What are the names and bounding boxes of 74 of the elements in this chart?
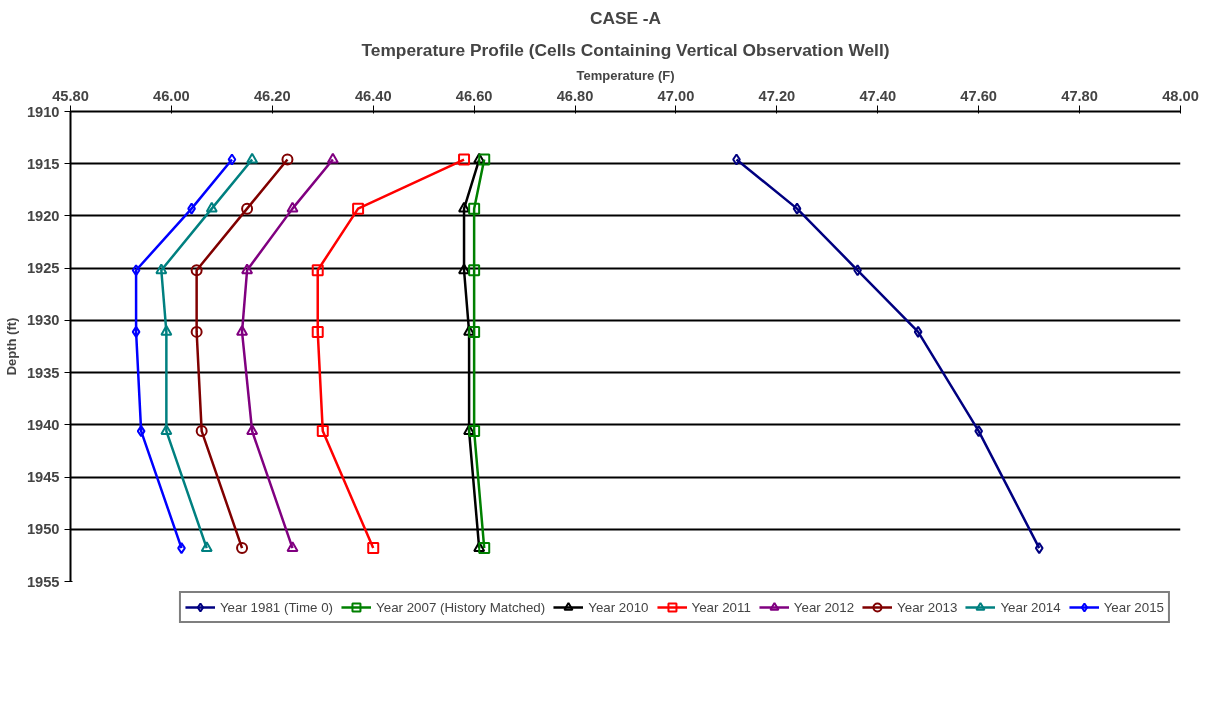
point <box>473 541 486 552</box>
point <box>458 153 471 166</box>
point <box>160 325 173 336</box>
point <box>236 542 249 555</box>
point <box>1034 542 1044 555</box>
point <box>468 202 481 215</box>
y-tick-label: 1935 <box>26 364 60 381</box>
point <box>311 325 324 338</box>
legend-label: Year 1981 (Time 0) <box>219 599 334 615</box>
x-tick-label: 48.00 <box>1162 87 1199 104</box>
point <box>367 542 380 555</box>
point <box>236 325 249 336</box>
x-tick-label: 47.20 <box>758 87 796 104</box>
point <box>478 542 491 555</box>
y-tick-label: 1930 <box>26 312 60 329</box>
point <box>352 202 365 215</box>
point <box>792 202 802 215</box>
y-tick-label: 1925 <box>26 260 60 277</box>
point <box>200 541 213 552</box>
legend-label: Year 2012 <box>793 599 855 615</box>
point <box>195 425 208 438</box>
y-tick-label: 1915 <box>26 155 60 172</box>
point <box>190 325 203 338</box>
point <box>286 541 299 552</box>
x-tick-label: 46.40 <box>354 87 392 104</box>
x-tick-label: 46.00 <box>153 87 190 104</box>
y-tick-label: 1920 <box>26 207 60 224</box>
point <box>281 153 294 166</box>
y-tick-label: 1910 <box>26 103 60 120</box>
point <box>468 325 481 338</box>
legend-label: Year 2007 (History Matched) <box>376 599 546 615</box>
point <box>227 153 237 166</box>
point <box>241 263 254 275</box>
point <box>913 325 923 338</box>
chart-title: CASE -A <box>589 7 662 28</box>
point <box>311 264 324 277</box>
x-tick-label: 47.00 <box>657 87 695 104</box>
point <box>246 424 259 435</box>
point <box>160 424 173 435</box>
legend-label: Year 2011 <box>691 599 751 615</box>
point <box>478 153 491 166</box>
y-tick-label: 1940 <box>26 416 60 433</box>
x-axis-title: Temperature (F) <box>576 67 675 83</box>
x-tick-label: 47.40 <box>859 87 897 104</box>
x-tick-label: 47.80 <box>1061 87 1098 104</box>
point <box>473 152 486 164</box>
point <box>468 264 481 277</box>
x-tick-label: 46.60 <box>455 87 493 104</box>
point <box>286 201 299 213</box>
point <box>974 425 984 438</box>
point <box>205 201 218 213</box>
point <box>241 202 254 215</box>
legend-label: Year 2013 <box>897 599 958 615</box>
y-tick-label: 1955 <box>26 573 60 590</box>
point <box>131 264 141 277</box>
point <box>326 152 339 164</box>
point <box>246 152 259 164</box>
chart-subtitle: Temperature Profile (Cells Containing Vertical Observation Well) <box>361 39 890 60</box>
point <box>468 425 481 438</box>
legend-label: Year 2010 <box>588 599 649 615</box>
x-tick-label: 46.20 <box>253 87 291 104</box>
point <box>155 263 168 275</box>
legend-label: Year 2014 <box>1000 599 1061 615</box>
x-tick-label: 47.60 <box>960 87 998 104</box>
point <box>190 264 203 277</box>
y-axis-title: Depth (ft) <box>3 317 19 376</box>
point <box>136 425 146 438</box>
point <box>131 325 141 338</box>
x-tick-label: 46.80 <box>556 87 594 104</box>
point <box>316 425 329 438</box>
legend-label: Year 2015 <box>1103 599 1164 615</box>
y-tick-label: 1945 <box>26 469 60 486</box>
y-tick-label: 1950 <box>26 521 60 538</box>
x-tick-label: 45.80 <box>52 87 89 104</box>
